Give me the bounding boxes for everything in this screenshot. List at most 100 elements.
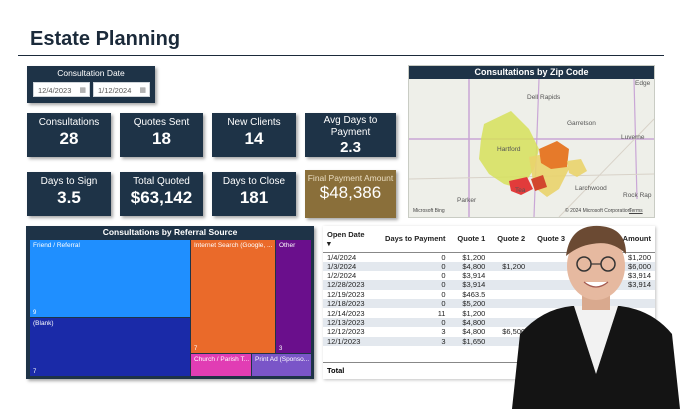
kpi-label: Avg Days to Payment bbox=[323, 115, 378, 138]
table-cell: $3,914 bbox=[462, 271, 486, 281]
kpi-final-payment: Final Payment Amount $48,386 bbox=[305, 170, 396, 218]
column-header[interactable]: Quote 2 bbox=[497, 234, 526, 244]
table-row[interactable]: 12/18/2023 0 $5,200 bbox=[323, 299, 655, 309]
kpi-consultations: Consultations 28 bbox=[27, 113, 111, 157]
treemap-tile-internet-search[interactable]: Internet Search (Google, ... 7 bbox=[191, 240, 275, 353]
table-row[interactable]: 12/19/2023 0 $463.5 bbox=[323, 290, 655, 299]
table-cell: $4,800 bbox=[449, 261, 490, 271]
tile-count: 7 bbox=[33, 369, 37, 375]
map-place-label: Tea bbox=[515, 187, 526, 194]
table-cell bbox=[569, 299, 578, 309]
table-cell bbox=[577, 299, 655, 309]
page-title: Estate Planning bbox=[30, 28, 181, 50]
treemap-tile-friend-referral[interactable]: Friend / Referral 9 bbox=[30, 240, 190, 317]
end-date-input[interactable]: 1/12/2024 ▦ bbox=[93, 82, 150, 97]
table-cell: 1/4/2024 bbox=[327, 252, 357, 262]
column-header[interactable]: Quote 3 bbox=[537, 234, 566, 244]
tile-label: Print Ad (Sponso... bbox=[255, 356, 310, 363]
tile-label: Church / Parish T... bbox=[194, 356, 250, 363]
treemap-tile-church-parish[interactable]: Church / Parish T... bbox=[191, 354, 251, 376]
table-cell bbox=[529, 261, 570, 271]
table-cell bbox=[489, 299, 530, 309]
end-date-value: 1/12/2024 bbox=[98, 86, 132, 95]
table-cell: $4,800 bbox=[449, 317, 490, 328]
map-logo: Microsoft Bing bbox=[413, 208, 445, 214]
table-cell: 0 bbox=[373, 280, 450, 290]
table-row[interactable]: 1/4/2024 0 $1,200 $1,200 bbox=[323, 252, 655, 262]
treemap-tile-print-ad[interactable]: Print Ad (Sponso... bbox=[252, 354, 311, 376]
sort-desc-icon[interactable]: ▾ bbox=[327, 238, 331, 248]
map-place-label: Parker bbox=[457, 197, 477, 204]
table-cell: $463.5 bbox=[462, 289, 486, 299]
kpi-value: 3.5 bbox=[57, 188, 81, 207]
kpi-new-clients: New Clients 14 bbox=[212, 113, 296, 157]
table-cell: 0 bbox=[373, 261, 450, 271]
treemap-tile-blank[interactable]: (Blank) 7 bbox=[30, 318, 190, 376]
tile-label: Other bbox=[279, 242, 296, 249]
table-cell: 0 bbox=[441, 289, 446, 299]
total-label: Total bbox=[327, 366, 345, 375]
map-place-label: Hartford bbox=[497, 146, 521, 153]
map-place-label: Larchwood bbox=[575, 185, 607, 192]
table-cell: $1,200 bbox=[462, 252, 486, 262]
kpi-label: Quotes Sent bbox=[133, 117, 190, 128]
kpi-label: Final Payment Amount bbox=[307, 173, 394, 183]
kpi-value: 28 bbox=[59, 129, 79, 148]
table-total-row: Total bbox=[323, 362, 655, 378]
calendar-icon[interactable]: ▦ bbox=[79, 87, 86, 94]
map-terms-link[interactable]: Terms bbox=[629, 208, 643, 214]
map-place-label: Luverne bbox=[621, 134, 645, 141]
tile-label: (Blank) bbox=[33, 320, 54, 327]
table-cell: $4,800 bbox=[462, 327, 486, 337]
table-cell: $1,200 bbox=[489, 261, 530, 271]
map-canvas[interactable] bbox=[409, 79, 654, 217]
kpi-days-to-close: Days to Close 181 bbox=[212, 172, 296, 216]
table-cell: 1/3/2024 bbox=[323, 261, 374, 271]
table-cell bbox=[489, 336, 530, 347]
table-cell: 12/1/2023 bbox=[323, 336, 374, 347]
table-cell: 12/14/2023 bbox=[327, 308, 365, 318]
kpi-label: Days to Sign bbox=[40, 176, 98, 187]
table-cell: 12/12/2023 bbox=[327, 327, 365, 337]
table-row[interactable]: 12/12/2023 3 $4,800 $6,500 bbox=[323, 327, 655, 336]
table-cell: 12/19/2023 bbox=[327, 289, 365, 299]
kpi-label: Consultations bbox=[38, 117, 100, 128]
kpi-label: Total Quoted bbox=[133, 176, 190, 187]
map-attribution: © 2024 Microsoft Corporation bbox=[565, 208, 631, 214]
table-cell: 0 bbox=[373, 317, 450, 328]
column-header[interactable]: Open Date ▾ bbox=[327, 229, 365, 248]
treemap-tile-other[interactable]: Other 3 bbox=[276, 240, 311, 353]
kpi-value: $48,386 bbox=[319, 183, 382, 202]
date-filter: Consultation Date 12/4/2023 ▦ 1/12/2024 … bbox=[27, 66, 155, 103]
kpi-value: 14 bbox=[244, 129, 264, 148]
column-header[interactable]: Quote 1 bbox=[457, 234, 486, 244]
presenter-webcam-overlay bbox=[512, 225, 680, 409]
tile-label: Friend / Referral bbox=[33, 242, 80, 249]
title-divider bbox=[18, 55, 664, 56]
table-cell bbox=[489, 280, 530, 290]
table-cell: 0 bbox=[373, 299, 450, 309]
table-cell: 3 bbox=[441, 327, 446, 337]
zip-code-map[interactable]: Consultations by Zip Code Dell Rapids Ga… bbox=[408, 65, 655, 218]
start-date-input[interactable]: 12/4/2023 ▦ bbox=[33, 82, 90, 97]
table-cell: $5,200 bbox=[449, 299, 490, 309]
kpi-value: 2.3 bbox=[340, 139, 361, 156]
kpi-avg-days-payment: Avg Days to Payment 2.3 bbox=[305, 113, 396, 157]
map-place-label: Dell Rapids bbox=[527, 94, 561, 101]
calendar-icon[interactable]: ▦ bbox=[139, 87, 146, 94]
table-cell: $1,650 bbox=[449, 336, 490, 347]
kpi-label: New Clients bbox=[227, 117, 281, 128]
kpi-quotes-sent: Quotes Sent 18 bbox=[120, 113, 203, 157]
table-cell: $3,914 bbox=[628, 271, 651, 281]
table-cell: $1,200 bbox=[628, 252, 651, 262]
table-row[interactable]: 12/14/2023 11 $1,200 bbox=[323, 308, 655, 318]
kpi-days-to-sign: Days to Sign 3.5 bbox=[27, 172, 111, 216]
map-title: Consultations by Zip Code bbox=[409, 66, 654, 79]
table-row[interactable]: 1/2/2024 0 $3,914 $3,914 bbox=[323, 271, 655, 280]
referral-treemap-panel: Consultations by Referral Source Friend … bbox=[26, 226, 314, 379]
kpi-value: 18 bbox=[152, 129, 171, 148]
column-header[interactable]: Days to Payment bbox=[385, 234, 446, 244]
start-date-value: 12/4/2023 bbox=[38, 86, 72, 95]
map-place-label: Garretson bbox=[567, 120, 596, 127]
table-cell: 3 bbox=[373, 336, 450, 347]
